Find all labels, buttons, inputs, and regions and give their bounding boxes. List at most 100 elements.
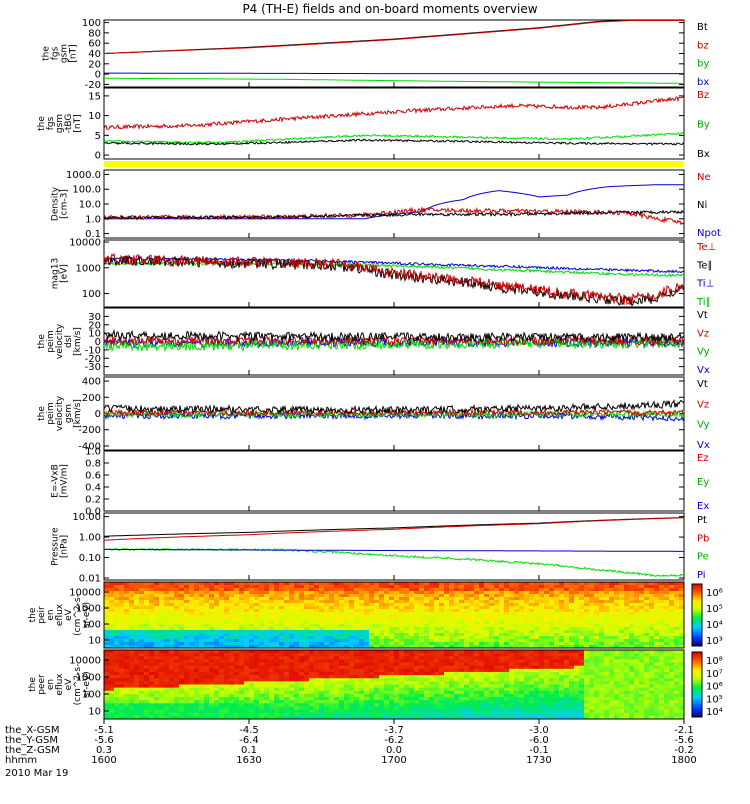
spec-cell-peer-eflux xyxy=(319,678,324,681)
spec-cell-peer-eflux xyxy=(199,678,204,681)
spec-cell-peir-eflux xyxy=(669,594,674,597)
spec-cell-peer-eflux xyxy=(539,691,544,694)
spec-cell-peer-eflux xyxy=(514,688,519,691)
spec-cell-peer-eflux xyxy=(339,681,344,684)
spec-cell-peir-eflux xyxy=(454,588,459,591)
spec-cell-peir-eflux xyxy=(624,630,629,633)
spec-cell-peer-eflux xyxy=(284,713,289,716)
spec-cell-peer-eflux xyxy=(444,685,449,688)
spec-cell-peir-eflux xyxy=(654,585,659,588)
spec-cell-peer-eflux xyxy=(289,700,294,703)
spec-cell-peir-eflux xyxy=(114,624,119,627)
spec-cell-peir-eflux xyxy=(674,639,679,642)
spec-cell-peir-eflux xyxy=(539,594,544,597)
spec-cell-peir-eflux xyxy=(284,642,289,645)
spec-cell-peer-eflux xyxy=(299,685,304,688)
spec-cell-peir-eflux xyxy=(549,627,554,630)
spec-cell-peir-eflux xyxy=(249,621,254,624)
spec-cell-peir-eflux xyxy=(109,594,114,597)
spec-cell-peer-eflux xyxy=(194,650,199,653)
spec-cell-peir-eflux xyxy=(639,612,644,615)
spec-cell-peir-eflux xyxy=(594,630,599,633)
spec-cell-peir-eflux xyxy=(319,603,324,606)
spec-cell-peir-eflux xyxy=(134,612,139,615)
spec-cell-peir-eflux xyxy=(324,609,329,612)
spec-cell-peer-eflux xyxy=(379,697,384,700)
spec-cell-peer-eflux xyxy=(109,706,114,709)
spec-cell-peir-eflux xyxy=(219,597,224,600)
spec-cell-peir-eflux xyxy=(374,588,379,591)
spec-cell-peer-eflux xyxy=(479,666,484,669)
spec-cell-peer-eflux xyxy=(549,663,554,666)
spec-cell-peer-eflux xyxy=(249,710,254,713)
spec-cell-peer-eflux xyxy=(444,706,449,709)
spec-cell-peir-eflux xyxy=(599,603,604,606)
spec-cell-peer-eflux xyxy=(399,713,404,716)
spec-cell-peir-eflux xyxy=(139,615,144,618)
spec-cell-peir-eflux xyxy=(189,591,194,594)
spec-cell-peer-eflux xyxy=(159,703,164,706)
legend-fgs-gsm-0: Bt xyxy=(697,22,708,33)
spec-cell-peir-eflux xyxy=(339,615,344,618)
spec-cell-peir-eflux xyxy=(604,627,609,630)
spec-cell-peir-eflux xyxy=(464,594,469,597)
spec-cell-peer-eflux xyxy=(304,663,309,666)
spec-cell-peer-eflux xyxy=(429,653,434,656)
spec-cell-peer-eflux xyxy=(559,685,564,688)
spec-cell-peir-eflux xyxy=(344,591,349,594)
spec-cell-peer-eflux xyxy=(109,694,114,697)
spec-cell-peir-eflux xyxy=(249,642,254,645)
spec-cell-peer-eflux xyxy=(239,663,244,666)
spec-cell-peer-eflux xyxy=(224,675,229,678)
spec-cell-peir-eflux xyxy=(574,627,579,630)
spec-cell-peir-eflux xyxy=(209,585,214,588)
spec-cell-peer-eflux xyxy=(254,663,259,666)
spec-cell-peir-eflux xyxy=(334,609,339,612)
spec-cell-peir-eflux xyxy=(259,618,264,621)
spec-cell-peir-eflux xyxy=(404,615,409,618)
spec-cell-peir-eflux xyxy=(539,588,544,591)
spec-cell-peir-eflux xyxy=(159,621,164,624)
spec-cell-peir-eflux xyxy=(234,597,239,600)
spec-cell-peir-eflux xyxy=(624,618,629,621)
spec-cell-peir-eflux xyxy=(224,630,229,633)
spec-cell-peer-eflux xyxy=(429,669,434,672)
spec-cell-peir-eflux xyxy=(249,591,254,594)
spec-cell-peer-eflux xyxy=(594,666,599,669)
spec-cell-peir-eflux xyxy=(309,609,314,612)
spec-cell-peir-eflux xyxy=(384,612,389,615)
spec-cell-peir-eflux xyxy=(254,600,259,603)
spec-cell-peir-eflux xyxy=(289,639,294,642)
spec-cell-peir-eflux xyxy=(604,588,609,591)
spec-cell-peer-eflux xyxy=(584,685,589,688)
spec-cell-peir-eflux xyxy=(199,588,204,591)
spec-cell-peir-eflux xyxy=(269,621,274,624)
spec-cell-peer-eflux xyxy=(474,653,479,656)
spec-cell-peer-eflux xyxy=(539,656,544,659)
spec-cell-peir-eflux xyxy=(389,591,394,594)
spec-cell-peer-eflux xyxy=(584,691,589,694)
spec-cell-peir-eflux xyxy=(504,639,509,642)
spec-cell-peir-eflux xyxy=(529,630,534,633)
spec-cell-peer-eflux xyxy=(519,678,524,681)
spec-cell-peir-eflux xyxy=(574,633,579,636)
spec-cell-peir-eflux xyxy=(204,639,209,642)
spec-cell-peer-eflux xyxy=(549,669,554,672)
spec-cell-peir-eflux xyxy=(359,615,364,618)
spec-cell-peir-eflux xyxy=(149,633,154,636)
spec-cell-peer-eflux xyxy=(329,672,334,675)
spec-cell-peir-eflux xyxy=(549,612,554,615)
spec-cell-peir-eflux xyxy=(539,591,544,594)
spec-cell-peir-eflux xyxy=(124,636,129,639)
spec-cell-peer-eflux xyxy=(549,685,554,688)
spec-cell-peir-eflux xyxy=(434,633,439,636)
spec-cell-peer-eflux xyxy=(179,675,184,678)
spec-cell-peir-eflux xyxy=(259,600,264,603)
spec-cell-peer-eflux xyxy=(189,691,194,694)
series-fgs-tbg-By xyxy=(104,133,684,144)
spec-cell-peer-eflux xyxy=(559,672,564,675)
spec-cell-peir-eflux xyxy=(319,615,324,618)
spec-cell-peer-eflux xyxy=(299,700,304,703)
spec-cell-peer-eflux xyxy=(299,694,304,697)
spec-cell-peir-eflux xyxy=(624,609,629,612)
